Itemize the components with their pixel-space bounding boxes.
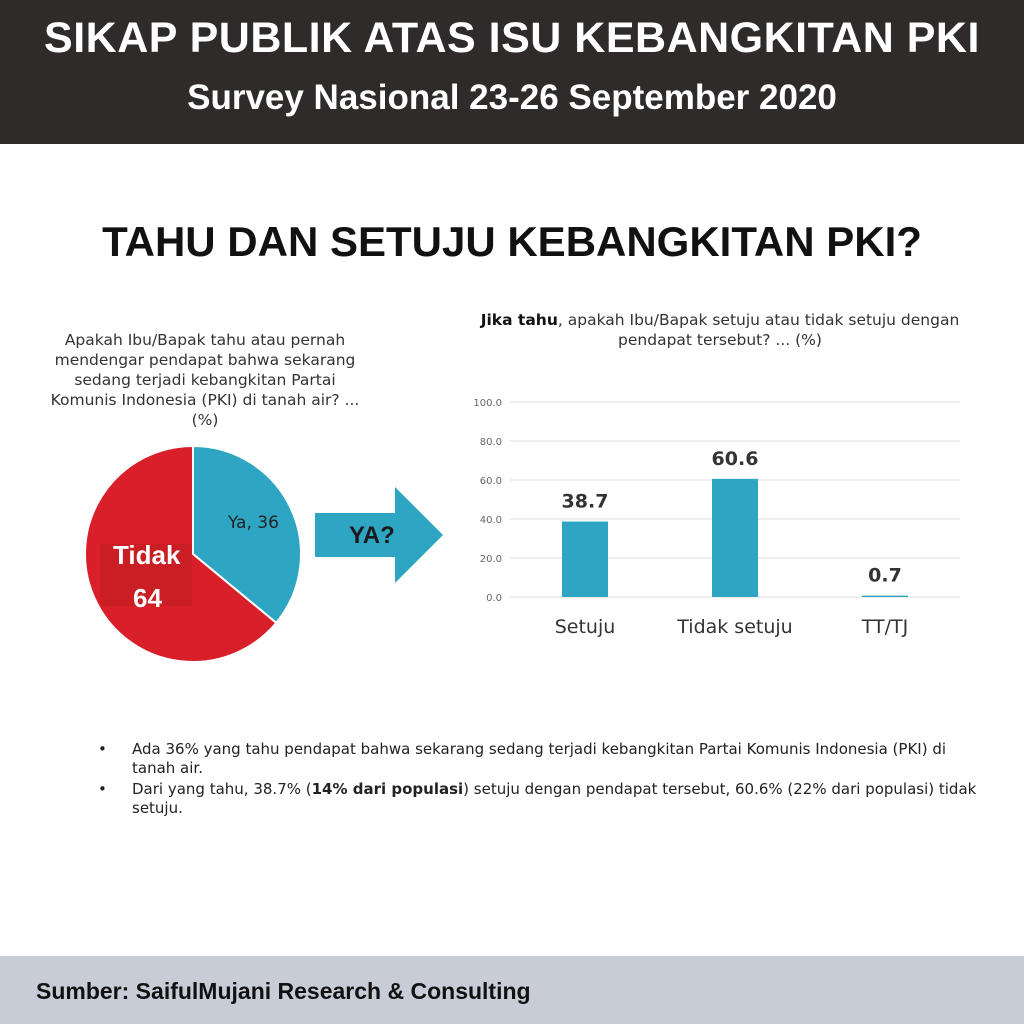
summary-text-2-post: ) setuju dengan pendapat tersebut, 60.6%… xyxy=(132,780,977,817)
x-category-label: Setuju xyxy=(555,616,616,638)
y-tick-label: 60.0 xyxy=(480,476,502,487)
summary-text-1: Ada 36% yang tahu pendapat bahwa sekaran… xyxy=(132,740,947,777)
bar-2 xyxy=(862,595,908,597)
y-tick-label: 100.0 xyxy=(473,398,502,409)
summary-list: • Ada 36% yang tahu pendapat bahwa sekar… xyxy=(98,740,988,820)
bar-question-bold: Jika tahu xyxy=(480,311,558,329)
summary-item: • Ada 36% yang tahu pendapat bahwa sekar… xyxy=(98,740,988,778)
section-title: TAHU DAN SETUJU KEBANGKITAN PKI? xyxy=(102,218,922,265)
bar-0 xyxy=(562,521,608,597)
summary-text-2-pre: Dari yang tahu, 38.7% ( xyxy=(132,780,312,798)
pie-label-tidak-box xyxy=(100,544,192,606)
arrow-label: YA? xyxy=(349,522,395,549)
summary-item: • Dari yang tahu, 38.7% (14% dari popula… xyxy=(98,780,988,818)
arrow-right-icon xyxy=(315,487,443,583)
bar-question-text: Jika tahu, apakah Ibu/Bapak setuju atau … xyxy=(470,310,970,350)
pie-question-text: Apakah Ibu/Bapak tahu atau pernah menden… xyxy=(50,331,360,429)
y-tick-label: 0.0 xyxy=(486,593,502,604)
bullet-dot: • xyxy=(98,780,107,798)
header-banner: SIKAP PUBLIK ATAS ISU KEBANGKITAN PKI Su… xyxy=(0,0,1024,144)
y-tick-label: 80.0 xyxy=(480,437,502,448)
y-tick-label: 20.0 xyxy=(480,554,502,565)
arrow-shape: YA? xyxy=(315,487,443,583)
x-category-label: Tidak setuju xyxy=(676,616,792,638)
page-subtitle: Survey Nasional 23-26 September 2020 xyxy=(187,78,837,117)
page-title: SIKAP PUBLIK ATAS ISU KEBANGKITAN PKI xyxy=(44,14,980,62)
source-credit: Sumber: SaifulMujani Research & Consulti… xyxy=(36,978,531,1004)
bar-value-label: 0.7 xyxy=(868,565,902,587)
bar-value-label: 38.7 xyxy=(562,491,609,513)
pie-slice-ya xyxy=(192,444,302,625)
pie-label-ya: Ya, 36 xyxy=(227,513,279,533)
bar-1 xyxy=(712,478,758,597)
bar-chart: 0.0 20.0 40.0 60.0 80.0 100.0 38.7 Setuju 60.6 Ti… xyxy=(473,398,960,638)
pie-chart: Ya, 36 Tidak 64 xyxy=(84,444,302,663)
bar-question-rest: , apakah Ibu/Bapak setuju atau tidak set… xyxy=(557,311,960,349)
pie-label-tidak: Tidak xyxy=(113,540,181,570)
y-tick-label: 40.0 xyxy=(480,515,502,526)
x-category-label: TT/TJ xyxy=(861,616,909,638)
bar-value-label: 60.6 xyxy=(712,448,759,470)
pie-label-tidak-value: 64 xyxy=(133,583,162,613)
bullet-dot: • xyxy=(98,740,107,758)
summary-text-2-bold: 14% dari populasi xyxy=(311,780,464,798)
footer-bar: Sumber: SaifulMujani Research & Consulti… xyxy=(0,956,1024,1024)
